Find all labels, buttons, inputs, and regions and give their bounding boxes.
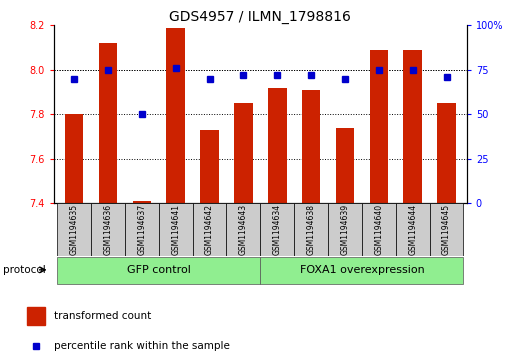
Text: GSM1194636: GSM1194636 [104, 204, 112, 255]
Text: GSM1194641: GSM1194641 [171, 204, 180, 255]
Text: GSM1194642: GSM1194642 [205, 204, 214, 255]
Bar [159, 203, 193, 256]
Bar [234, 103, 253, 203]
Text: GSM1194645: GSM1194645 [442, 204, 451, 255]
Text: GSM1194644: GSM1194644 [408, 204, 417, 255]
Bar [294, 203, 328, 256]
Bar [362, 203, 396, 256]
Bar [261, 257, 463, 284]
Text: GSM1194638: GSM1194638 [307, 204, 315, 255]
Bar [125, 203, 159, 256]
Bar [65, 114, 84, 203]
Bar [200, 130, 219, 203]
Bar [437, 103, 456, 203]
Bar [57, 203, 91, 256]
Bar [227, 203, 260, 256]
Bar [91, 203, 125, 256]
Text: GSM1194635: GSM1194635 [70, 204, 78, 255]
Text: GSM1194637: GSM1194637 [137, 204, 146, 255]
Text: GSM1194634: GSM1194634 [273, 204, 282, 255]
Bar [328, 203, 362, 256]
Bar [27, 307, 45, 325]
Bar [369, 50, 388, 203]
Bar [268, 88, 287, 203]
Text: GSM1194639: GSM1194639 [341, 204, 349, 255]
Bar [98, 43, 117, 203]
Bar [57, 257, 260, 284]
Text: transformed count: transformed count [54, 311, 152, 321]
Bar [403, 50, 422, 203]
Bar [193, 203, 227, 256]
Bar [132, 201, 151, 203]
Text: GSM1194643: GSM1194643 [239, 204, 248, 255]
Bar [429, 203, 463, 256]
Title: GDS4957 / ILMN_1798816: GDS4957 / ILMN_1798816 [169, 11, 351, 24]
Text: protocol: protocol [3, 265, 46, 275]
Bar [336, 128, 354, 203]
Bar [261, 203, 294, 256]
Bar [302, 90, 321, 203]
Bar [166, 28, 185, 203]
Text: GSM1194640: GSM1194640 [374, 204, 383, 255]
Text: percentile rank within the sample: percentile rank within the sample [54, 341, 230, 351]
Bar [396, 203, 429, 256]
Text: GFP control: GFP control [127, 265, 191, 276]
Text: FOXA1 overexpression: FOXA1 overexpression [300, 265, 424, 276]
